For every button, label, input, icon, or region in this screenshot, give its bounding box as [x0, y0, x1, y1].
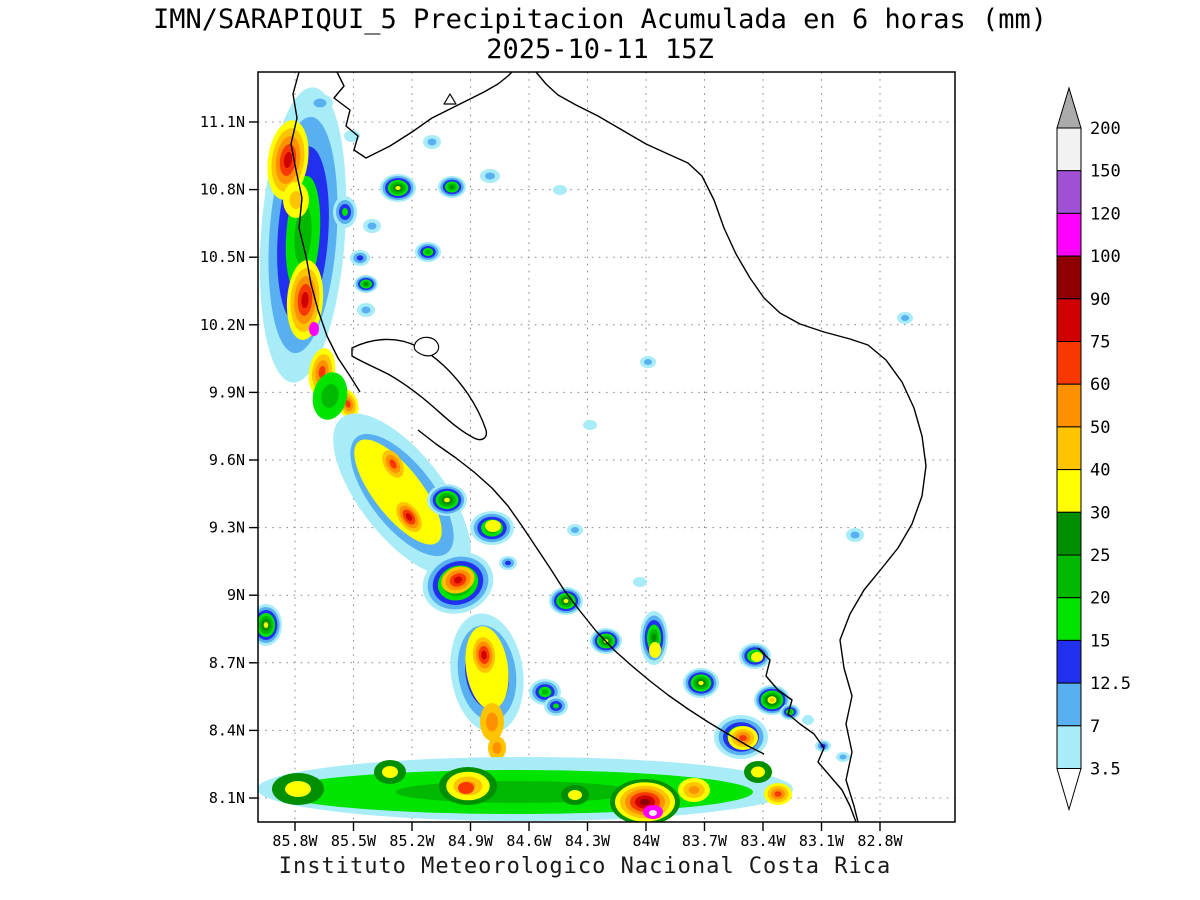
svg-text:8.7N: 8.7N [209, 654, 245, 672]
chart-subtitle: 2025-10-11 15Z [486, 34, 714, 65]
svg-text:83.7W: 83.7W [682, 832, 728, 850]
colorbar-label: 50 [1090, 418, 1110, 438]
svg-text:84.3W: 84.3W [565, 832, 611, 850]
svg-text:9.3N: 9.3N [209, 519, 245, 537]
colorbar-label: 12.5 [1090, 674, 1131, 694]
colorbar-label: 40 [1090, 461, 1110, 481]
colorbar-label: 100 [1090, 247, 1121, 267]
svg-text:83.4W: 83.4W [740, 832, 786, 850]
coastline [290, 72, 927, 822]
colorbar-label: 3.5 [1090, 760, 1121, 780]
colorbar-label: 60 [1090, 375, 1110, 395]
svg-text:85.8W: 85.8W [272, 832, 318, 850]
colorbar-label: 7 [1090, 717, 1100, 737]
precip-shading [258, 87, 913, 822]
colorbar: 200 150 120 100 90 75 60 50 40 30 25 20 15 12.5 7 3.5 [1056, 86, 1131, 812]
svg-text:10.5N: 10.5N [200, 248, 245, 266]
chart-title: IMN/SARAPIQUI_5 Precipitacion Acumulada … [152, 4, 1048, 35]
svg-text:85.2W: 85.2W [389, 832, 435, 850]
colorbar-label: 15 [1090, 631, 1110, 651]
colorbar-label: 20 [1090, 589, 1110, 609]
colorbar-label: 75 [1090, 333, 1110, 353]
footer-credit: Instituto Meteorologico Nacional Costa R… [278, 854, 892, 879]
colorbar-label: 25 [1090, 546, 1110, 566]
svg-text:82.8W: 82.8W [857, 832, 903, 850]
colorbar-label: 200 [1090, 119, 1121, 139]
colorbar-label: 90 [1090, 290, 1110, 310]
colorbar-label: 120 [1090, 204, 1121, 224]
svg-text:9N: 9N [227, 586, 245, 604]
svg-text:10.8N: 10.8N [200, 181, 245, 199]
svg-text:8.4N: 8.4N [209, 721, 245, 739]
svg-text:9.6N: 9.6N [209, 451, 245, 469]
svg-text:9.9N: 9.9N [209, 383, 245, 401]
svg-text:10.2N: 10.2N [200, 316, 245, 334]
svg-text:11.1N: 11.1N [200, 113, 245, 131]
svg-text:84W: 84W [632, 832, 660, 850]
colorbar-label: 30 [1090, 503, 1110, 523]
svg-text:83.1W: 83.1W [799, 832, 845, 850]
svg-text:8.1N: 8.1N [209, 789, 245, 807]
plot-frame [257, 71, 956, 823]
x-axis-labels: 85.8W 85.5W 85.2W 84.9W 84.6W 84.3W 84W 83.7W 83… [272, 822, 904, 850]
svg-text:84.6W: 84.6W [506, 832, 552, 850]
svg-text:85.5W: 85.5W [331, 832, 377, 850]
svg-text:84.9W: 84.9W [448, 832, 494, 850]
colorbar-label: 150 [1090, 162, 1121, 182]
y-axis-labels: 11.1N 10.8N 10.5N 10.2N 9.9N 9.6N 9.3N 9N 8.7N 8.… [200, 113, 258, 807]
